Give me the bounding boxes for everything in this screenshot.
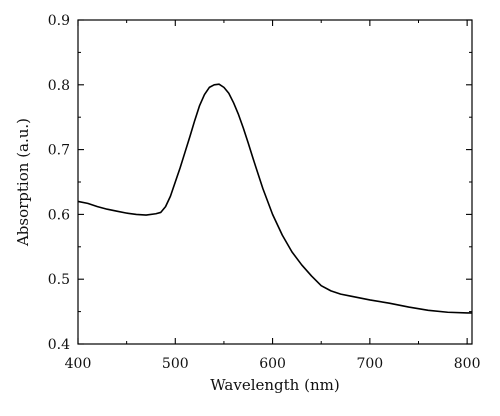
x-tick-label: 600: [259, 356, 286, 372]
y-tick-label: 0.4: [48, 337, 70, 353]
x-axis-label: Wavelength (nm): [210, 376, 339, 394]
y-tick-label: 0.6: [48, 207, 70, 223]
x-tick-label: 700: [356, 356, 383, 372]
plot-frame: [77, 19, 473, 345]
x-tick-label: 800: [454, 356, 481, 372]
absorption-line: [77, 83, 472, 314]
y-tick-label: 0.5: [48, 272, 70, 288]
y-tick-label: 0.9: [48, 13, 70, 29]
y-tick-label: 0.7: [48, 143, 70, 159]
x-tick-label: 400: [65, 356, 92, 372]
axis-tick-labels: 400 500 600 700 800 0.4 0.5 0.6 0.7 0.8 0.9: [48, 13, 481, 372]
axis-ticks: [77, 19, 472, 345]
y-axis-label: Absorption (a.u.): [14, 118, 32, 247]
x-tick-label: 500: [162, 356, 189, 372]
y-tick-label: 0.8: [48, 78, 70, 94]
